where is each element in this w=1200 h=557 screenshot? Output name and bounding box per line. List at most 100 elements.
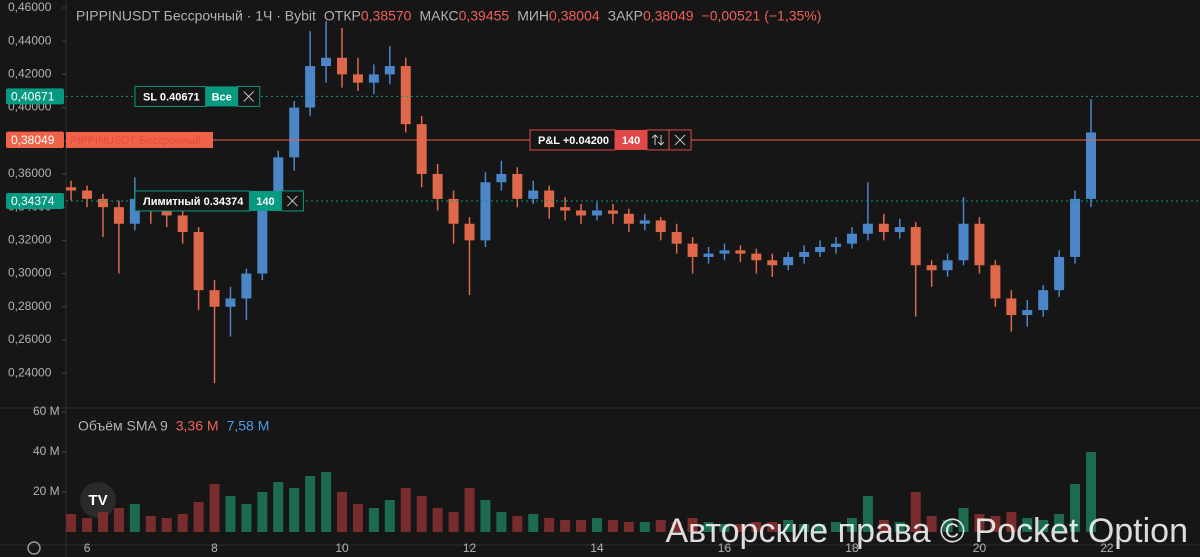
candle-body <box>926 265 937 271</box>
candle-body <box>576 210 587 216</box>
y-tick-label: 0,32000 <box>8 233 52 247</box>
volume-bar <box>719 524 730 532</box>
volume-bar <box>512 516 523 532</box>
candle-body <box>241 273 252 299</box>
candle-body <box>783 256 794 266</box>
volume-bar <box>623 522 634 532</box>
volume-bar <box>1006 512 1017 532</box>
volume-bar <box>878 520 889 532</box>
reverse-icon <box>651 134 665 146</box>
candle-body <box>289 107 300 158</box>
x-tick-label: 16 <box>718 541 732 555</box>
settings-icon[interactable] <box>27 541 41 555</box>
candle-body <box>305 66 316 108</box>
volume-bar <box>177 514 188 532</box>
candle-body <box>607 210 618 214</box>
candle-body <box>97 198 108 208</box>
candle-body <box>448 198 459 224</box>
candle-body <box>862 223 873 234</box>
volume-bar <box>926 516 937 532</box>
volume-bar <box>289 488 300 532</box>
volume-bar <box>1038 520 1049 532</box>
x-tick-label: 22 <box>1100 541 1114 555</box>
price-label-bg <box>6 131 64 148</box>
volume-bar <box>735 524 746 532</box>
volume-bar <box>448 512 459 532</box>
tv-logo: TV <box>80 482 116 518</box>
order-action-bg <box>205 86 238 107</box>
symbol-title: PIPPINUSDT Бессрочный · 1Ч · Bybit <box>76 8 316 24</box>
volume-bar <box>368 508 379 532</box>
order-action: Все <box>212 91 232 103</box>
candle-body <box>751 253 762 261</box>
close-icon <box>287 195 298 207</box>
candle-body <box>735 250 746 254</box>
candle-body <box>671 232 682 244</box>
price-label: 0,40671 <box>11 90 55 104</box>
ohlc-label: ОТКР <box>324 8 361 24</box>
volume-bar <box>225 496 236 532</box>
volume-value: 3,36 M <box>176 418 219 434</box>
x-tick-label: 10 <box>335 541 349 555</box>
candle-body <box>66 187 77 191</box>
order-text: P&L +0.04200 <box>538 135 609 147</box>
x-tick-label: 18 <box>845 541 859 555</box>
ohlc-value: 0,38004 <box>549 8 600 24</box>
candle-body <box>815 246 826 252</box>
volume-bar <box>783 520 794 532</box>
candle-body <box>544 190 555 208</box>
volume-bar <box>560 520 571 532</box>
candle-body <box>177 215 188 233</box>
candle-body <box>703 253 714 257</box>
candle-body <box>337 57 348 75</box>
volume-bar <box>97 512 108 532</box>
candle-body <box>719 250 730 254</box>
x-tick-label: 12 <box>463 541 477 555</box>
candle-body <box>193 232 204 291</box>
ohlc-value: 0,38570 <box>361 8 412 24</box>
price-label: 0,34374 <box>11 194 55 208</box>
order-qty: 140 <box>256 196 274 208</box>
ohlc-label: МАКС <box>419 8 458 24</box>
candle-body <box>894 227 905 233</box>
order-qty-bg <box>615 129 648 150</box>
volume-bar <box>209 484 220 532</box>
reverse-button <box>646 129 670 151</box>
volume-bar <box>400 488 411 532</box>
volume-bar <box>352 504 363 532</box>
volume-bar <box>305 476 316 532</box>
candle-body <box>639 220 650 224</box>
candle-body <box>591 210 602 216</box>
volume-bar <box>958 508 969 532</box>
volume-bar <box>145 516 156 532</box>
candle-body <box>480 182 491 241</box>
svg-text:TV: TV <box>88 492 107 509</box>
watermark: Авторские права © Pocket Option <box>665 512 1188 550</box>
volume-bar <box>1070 484 1081 532</box>
volume-bar <box>337 492 348 532</box>
symbol-label: PIPPINUSDT Бессрочный <box>70 135 201 147</box>
order-qty-bg <box>249 190 282 211</box>
volume-bar <box>910 492 921 532</box>
candle-body <box>400 66 411 125</box>
price-change: −0,00521 (−1,35%) <box>702 8 822 24</box>
y-tick-label: 40 M <box>33 444 60 458</box>
candle-body <box>225 298 236 307</box>
volume-bar <box>655 520 666 532</box>
ohlc-value: 0,38049 <box>643 8 694 24</box>
volume-bar <box>82 518 93 532</box>
volume-bar <box>241 504 252 532</box>
y-tick-label: 0,24000 <box>8 365 52 379</box>
candle-body <box>623 213 634 224</box>
y-tick-label: 60 M <box>33 404 60 418</box>
volume-bar <box>639 522 650 532</box>
candle-body <box>799 251 810 257</box>
volume-bar <box>671 522 682 532</box>
volume-bar <box>974 514 985 532</box>
volume-bar <box>862 496 873 532</box>
candle-body <box>958 223 969 261</box>
candle-body <box>209 290 220 307</box>
candle-body <box>82 190 93 199</box>
